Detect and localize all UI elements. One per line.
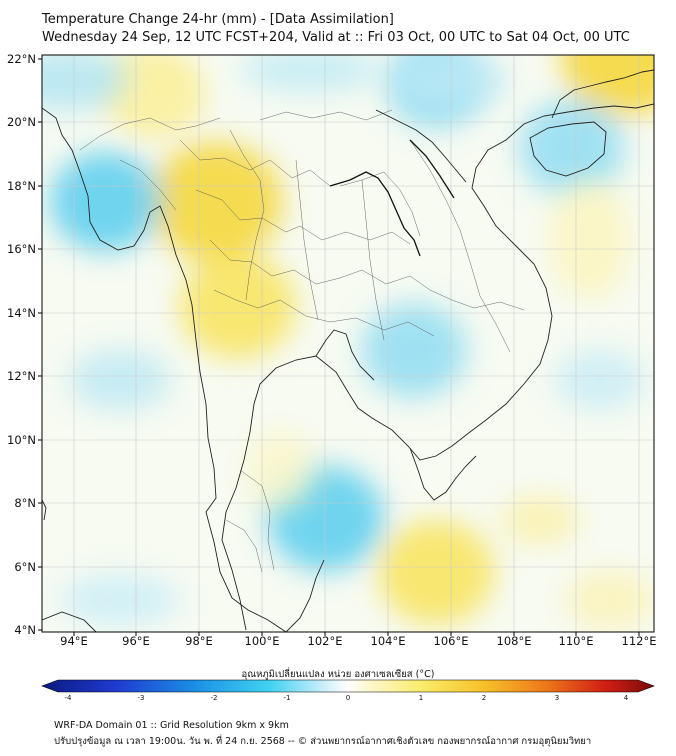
colorbar-title: อุณหภูมิเปลี่ยนแปลง หน่วย องศาเซลเซียส (… — [241, 669, 435, 680]
laos-vietnam-border — [409, 139, 455, 199]
colorbar-tick-label: -3 — [137, 694, 145, 702]
field-blob-warm — [245, 430, 315, 510]
anomaly-north-east-corner — [561, 55, 654, 117]
lon-label: 100°E — [244, 634, 280, 648]
gulf-head — [315, 329, 375, 381]
colorbar-tick-label: 1 — [418, 694, 424, 702]
anomaly-south-china-sea-south — [378, 520, 495, 625]
colorbar-tick-label: -2 — [210, 694, 218, 702]
country-boundaries — [329, 139, 455, 257]
lat-label: 20°N — [7, 115, 36, 129]
lon-label: 112°E — [621, 634, 657, 648]
colorbar-tick-label: 4 — [623, 694, 629, 702]
lon-label: 104°E — [370, 634, 406, 648]
field-blob-cool — [240, 55, 380, 92]
lat-label: 18°N — [7, 179, 36, 193]
hainan-island — [529, 121, 607, 177]
graticule — [42, 55, 654, 632]
lon-label: 94°E — [60, 634, 88, 648]
lat-label: 10°N — [7, 433, 36, 447]
lat-label: 12°N — [7, 369, 36, 383]
malay-east — [285, 559, 325, 632]
map-frame — [41, 54, 655, 633]
lon-label: 110°E — [558, 634, 594, 648]
lon-label: 108°E — [496, 634, 532, 648]
map-title: Temperature Change 24-hr (mm) - [Data As… — [42, 12, 394, 27]
colorbar-tick-label: 2 — [481, 694, 487, 702]
field-blob-warm — [500, 495, 580, 545]
coastlines — [42, 69, 654, 632]
andaman-island-1 — [42, 499, 47, 521]
footer-model-info: WRF-DA Domain 01 :: Grid Resolution 9km … — [54, 720, 289, 731]
lat-label: 16°N — [7, 242, 36, 256]
lat-label: 22°N — [7, 52, 36, 66]
sumatra-tip — [42, 611, 97, 632]
lon-label: 106°E — [433, 634, 469, 648]
anomaly-andaman-sea-north — [50, 151, 161, 252]
map-subtitle: Wednesday 24 Sep, 12 UTC FCST+204, Valid… — [42, 30, 630, 45]
lat-label: 8°N — [14, 496, 36, 510]
field-blob-warm — [120, 75, 200, 125]
lon-label: 98°E — [185, 634, 213, 648]
field-blob-cool — [390, 55, 510, 105]
lat-label: 4°N — [14, 623, 36, 637]
field-blob-warm — [565, 570, 654, 630]
anomaly-northern-thailand-myanmar — [149, 141, 283, 262]
anomaly-hainan-east — [519, 100, 625, 195]
colorbar-tick-label: 0 — [345, 694, 351, 702]
leizhou-peninsula — [551, 69, 654, 119]
lon-label: 96°E — [122, 634, 150, 648]
field-blob-cool — [60, 575, 180, 625]
anomaly-west-thailand — [179, 254, 296, 359]
footer-credits: ปรับปรุงข้อมูล ณ เวลา 19:00น. วัน พ. ที่… — [54, 736, 592, 747]
laos-thailand-border — [329, 171, 421, 257]
thai-south-east-coast — [221, 103, 654, 631]
colorbar — [41, 679, 655, 693]
field-blob-warm — [550, 180, 630, 300]
field-blob-cool — [555, 350, 645, 410]
colorbar-tick-label: -4 — [64, 694, 72, 702]
colorbar-tick-label: -1 — [283, 694, 291, 702]
field-blob-cool — [42, 55, 130, 110]
myanmar-coast — [42, 107, 287, 632]
axis-ticks — [38, 58, 640, 636]
lat-label: 14°N — [7, 306, 36, 320]
field-blob-cool — [70, 350, 170, 410]
lon-label: 102°E — [307, 634, 343, 648]
province-boundaries — [79, 109, 525, 573]
colorbar-tick-label: 3 — [554, 694, 560, 702]
lat-label: 6°N — [14, 560, 36, 574]
mekong-delta — [409, 447, 477, 501]
colorbar-bar — [41, 679, 655, 693]
vietnam-coast-north — [375, 109, 467, 183]
